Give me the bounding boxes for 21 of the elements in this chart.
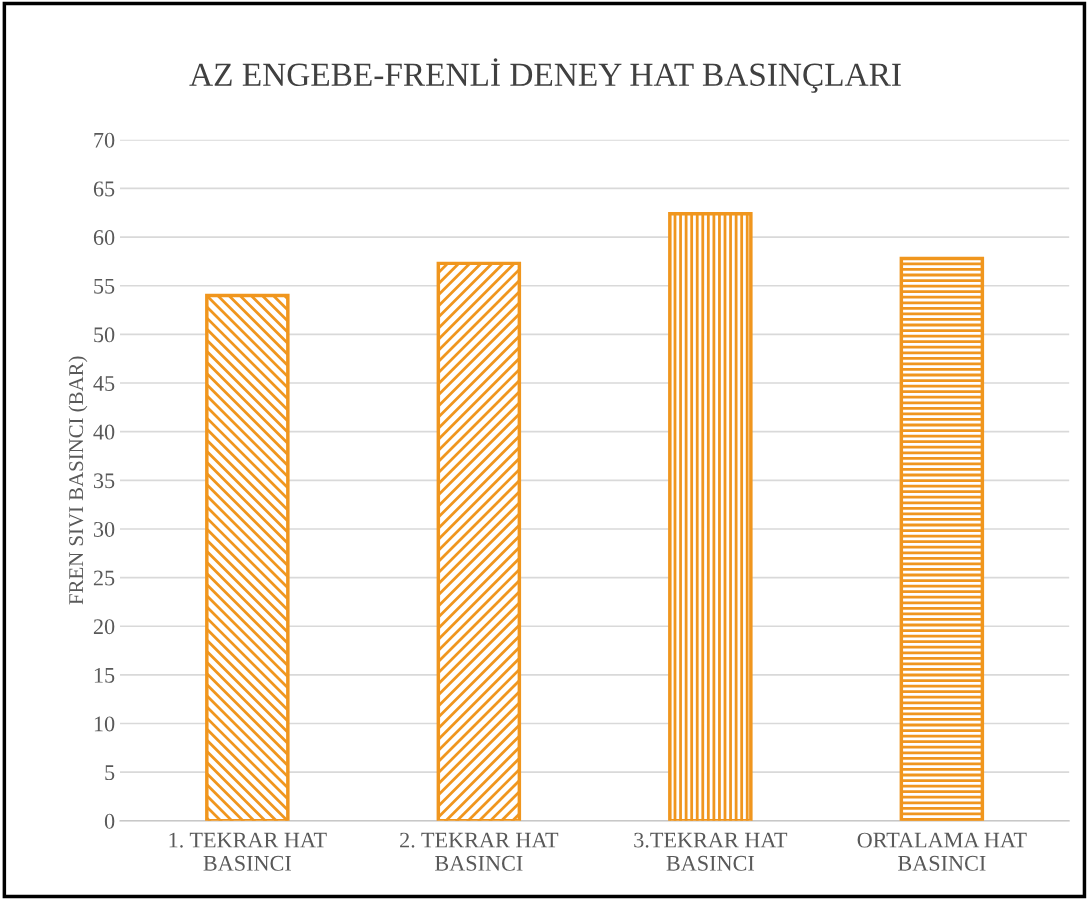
- y-tick-label: 65: [93, 181, 115, 197]
- y-tick-label: 30: [93, 521, 115, 537]
- y-tick-label: 55: [94, 278, 115, 294]
- y-tick-label: 15: [94, 667, 115, 683]
- y-tick-label: 40: [93, 424, 115, 440]
- y-axis-title: FREN SIVI BASINCI (BAR): [68, 356, 88, 605]
- y-tick-label: 5: [105, 765, 115, 781]
- x-tick-label: ORTALAMA HAT BASINCI: [857, 832, 1027, 871]
- x-tick-label: 2. TEKRAR HAT BASINCI: [400, 832, 559, 871]
- x-tick-label: 3.TEKRAR HAT BASINCI: [634, 832, 788, 871]
- y-tick-label: 70: [94, 132, 115, 148]
- x-tick-label: 1. TEKRAR HAT BASINCI: [169, 832, 327, 871]
- y-tick-label: 10: [94, 716, 115, 732]
- y-tick-label: 35: [93, 473, 115, 489]
- y-tick-label: 60: [93, 230, 115, 246]
- y-tick-label: 0: [104, 813, 115, 829]
- y-tick-label: 45: [93, 376, 115, 391]
- y-tick-label: 25: [93, 570, 115, 586]
- y-tick-label: 50: [94, 327, 115, 343]
- y-tick-label: 20: [93, 619, 115, 635]
- chart-title: AZ ENGEBE-FRENLİ DENEY HAT BASINÇLARI: [189, 58, 901, 93]
